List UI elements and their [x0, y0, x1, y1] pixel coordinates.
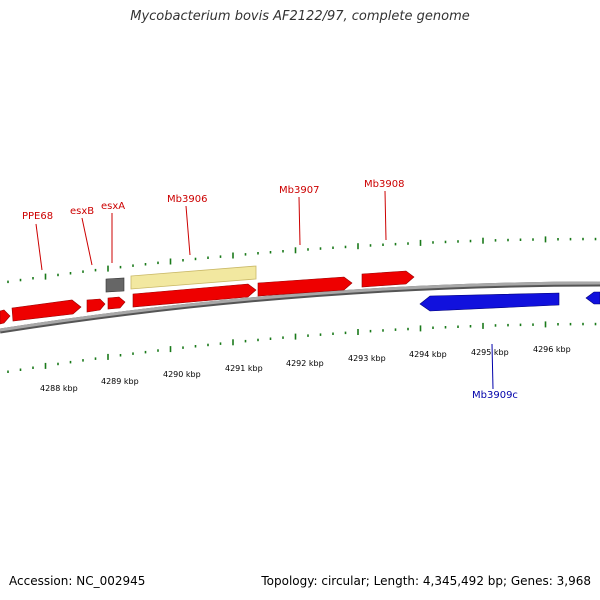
feature-grey-block[interactable]	[105, 277, 125, 293]
gene-label-mb3909c[interactable]: Mb3909c	[472, 390, 518, 401]
gene-arrow-esxa[interactable]	[107, 296, 126, 310]
top-tick-row	[7, 236, 597, 284]
kbp-label: 4289 kbp	[101, 377, 139, 386]
kbp-label: 4293 kbp	[348, 354, 386, 363]
gene-arrow-right-edge[interactable]	[585, 291, 600, 305]
gene-label-mb3907[interactable]: Mb3907	[279, 185, 319, 196]
gene-arrow-mb3909c[interactable]	[419, 292, 560, 312]
gene-label-ppe68[interactable]: PPE68	[22, 211, 53, 222]
leader-esxb	[81, 217, 93, 266]
genome-summary-text: Topology: circular; Length: 4,345,492 bp…	[261, 574, 591, 588]
genome-backbone	[0, 281, 600, 332]
kbp-label: 4288 kbp	[40, 384, 78, 393]
leader-mb3906	[185, 205, 191, 256]
leader-ppe68	[35, 223, 43, 271]
kbp-label: 4290 kbp	[163, 370, 201, 379]
gene-label-mb3908[interactable]: Mb3908	[364, 179, 404, 190]
gene-arrow-mb3907[interactable]	[257, 276, 353, 297]
leader-mb3908	[384, 190, 387, 241]
bottom-tick-row	[7, 321, 597, 373]
kbp-label: 4292 kbp	[286, 359, 324, 368]
leader-mb3909c	[491, 343, 494, 390]
gene-label-mb3906[interactable]: Mb3906	[167, 194, 207, 205]
gene-label-esxb[interactable]: esxB	[70, 206, 94, 217]
gene-arrow-esxb[interactable]	[86, 298, 106, 313]
genome-title: Mycobacterium bovis AF2122/97, complete …	[130, 9, 470, 24]
gene-arrow-mb3906[interactable]	[132, 283, 257, 308]
kbp-label: 4295 kbp	[471, 348, 509, 357]
kbp-label: 4291 kbp	[225, 364, 263, 373]
gene-arrow-ppe68[interactable]	[11, 299, 82, 322]
kbp-label: 4296 kbp	[533, 345, 571, 354]
leader-mb3907	[298, 196, 301, 246]
gene-arrow-left-edge[interactable]	[0, 309, 11, 325]
feature-pale-block[interactable]	[130, 265, 257, 290]
kbp-label: 4294 kbp	[409, 350, 447, 359]
gene-arrow-mb3908[interactable]	[361, 270, 415, 288]
gene-label-esxa[interactable]: esxA	[101, 201, 125, 212]
accession-text: Accession: NC_002945	[9, 574, 146, 588]
